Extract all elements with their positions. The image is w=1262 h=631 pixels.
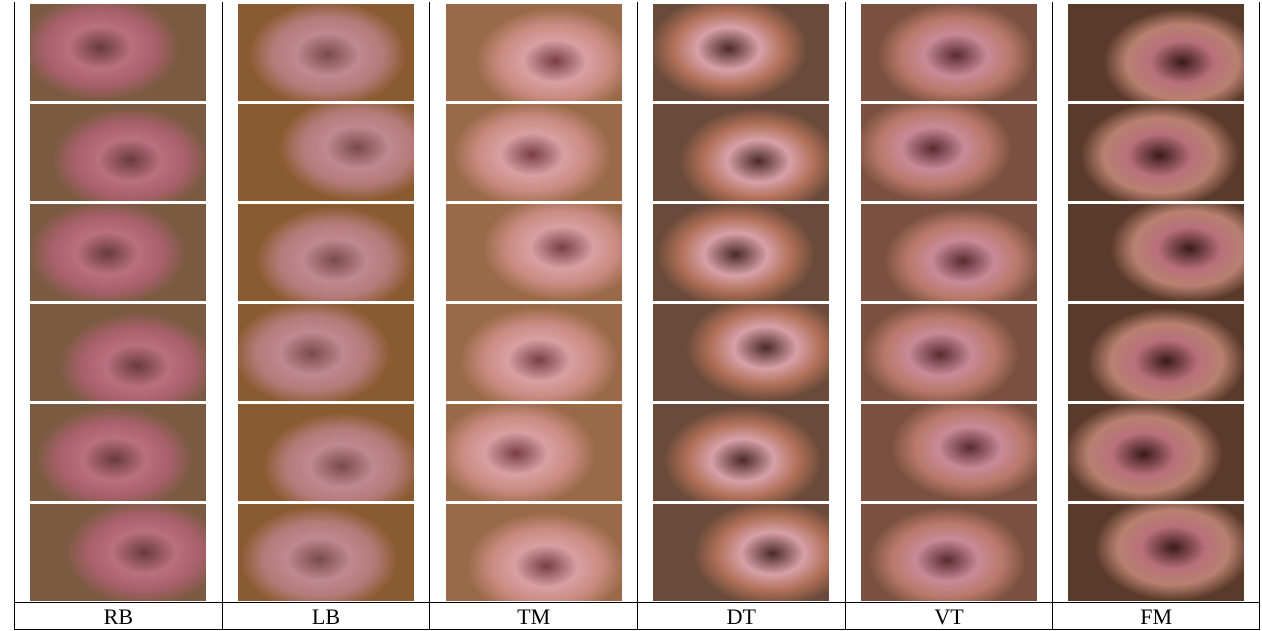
photo bbox=[861, 4, 1037, 101]
image-cell bbox=[845, 402, 1053, 502]
image-cell bbox=[845, 302, 1053, 402]
image-cell bbox=[14, 202, 222, 302]
photo bbox=[446, 204, 622, 301]
image-cell bbox=[14, 502, 222, 602]
photo bbox=[861, 404, 1037, 501]
photo bbox=[30, 404, 206, 501]
image-cell bbox=[845, 502, 1053, 602]
photo bbox=[30, 4, 206, 101]
photo bbox=[1068, 104, 1244, 201]
photo bbox=[653, 4, 829, 101]
photo bbox=[1068, 204, 1244, 301]
photo bbox=[861, 504, 1037, 601]
column-label: VT bbox=[845, 602, 1053, 630]
image-cell bbox=[429, 402, 637, 502]
photo bbox=[861, 104, 1037, 201]
photo bbox=[238, 504, 414, 601]
photo bbox=[238, 404, 414, 501]
image-cell bbox=[637, 302, 845, 402]
column-label: LB bbox=[222, 602, 430, 630]
image-cell bbox=[429, 302, 637, 402]
image-cell bbox=[429, 2, 637, 102]
image-cell bbox=[429, 102, 637, 202]
image-cell bbox=[1052, 502, 1260, 602]
photo bbox=[653, 504, 829, 601]
image-cell bbox=[637, 2, 845, 102]
image-cell bbox=[637, 402, 845, 502]
photo bbox=[30, 104, 206, 201]
photo bbox=[238, 204, 414, 301]
image-cell bbox=[1052, 202, 1260, 302]
photo bbox=[446, 304, 622, 401]
image-cell bbox=[429, 202, 637, 302]
photo bbox=[238, 304, 414, 401]
photo bbox=[238, 4, 414, 101]
image-cell bbox=[1052, 2, 1260, 102]
image-cell bbox=[14, 102, 222, 202]
photo bbox=[861, 204, 1037, 301]
photo bbox=[1068, 304, 1244, 401]
photo bbox=[30, 504, 206, 601]
photo bbox=[446, 404, 622, 501]
image-cell bbox=[14, 2, 222, 102]
column-label: RB bbox=[14, 602, 222, 630]
photo bbox=[30, 304, 206, 401]
photo bbox=[653, 304, 829, 401]
image-cell bbox=[1052, 302, 1260, 402]
photo bbox=[1068, 504, 1244, 601]
column-label: TM bbox=[429, 602, 637, 630]
image-cell bbox=[222, 2, 430, 102]
image-cell bbox=[222, 102, 430, 202]
image-cell bbox=[222, 202, 430, 302]
image-cell bbox=[222, 402, 430, 502]
photo bbox=[1068, 4, 1244, 101]
image-cell bbox=[14, 302, 222, 402]
image-cell bbox=[845, 2, 1053, 102]
column-label: FM bbox=[1052, 602, 1260, 630]
page: RBLBTMDTVTFM (() => { const data = JSON.… bbox=[0, 0, 1262, 631]
column-label: DT bbox=[637, 602, 845, 630]
photo bbox=[653, 404, 829, 501]
photo bbox=[238, 104, 414, 201]
photo bbox=[861, 304, 1037, 401]
photo bbox=[446, 4, 622, 101]
image-cell bbox=[637, 502, 845, 602]
image-cell bbox=[845, 102, 1053, 202]
photo bbox=[446, 104, 622, 201]
image-cell bbox=[637, 102, 845, 202]
image-cell bbox=[14, 402, 222, 502]
image-cell bbox=[1052, 102, 1260, 202]
image-cell bbox=[637, 202, 845, 302]
photo bbox=[653, 204, 829, 301]
image-cell bbox=[222, 502, 430, 602]
photo bbox=[446, 504, 622, 601]
photo bbox=[30, 204, 206, 301]
image-cell bbox=[1052, 402, 1260, 502]
photo bbox=[1068, 404, 1244, 501]
image-cell bbox=[429, 502, 637, 602]
image-cell bbox=[222, 302, 430, 402]
photo bbox=[653, 104, 829, 201]
image-cell bbox=[845, 202, 1053, 302]
